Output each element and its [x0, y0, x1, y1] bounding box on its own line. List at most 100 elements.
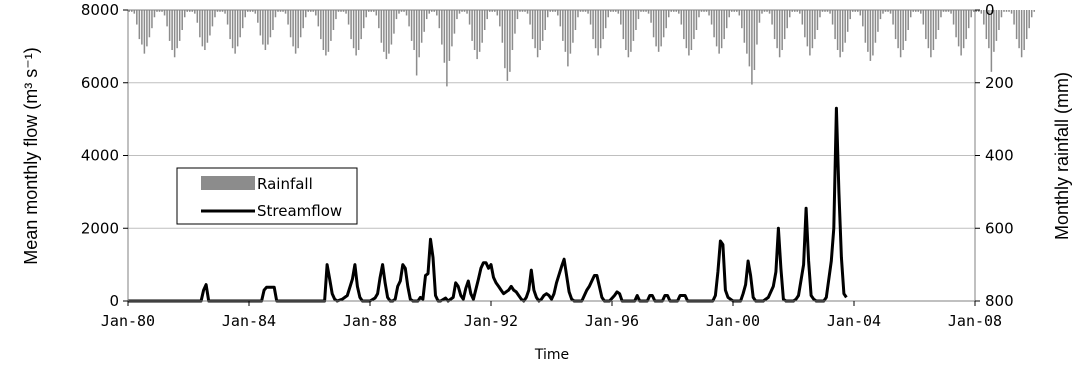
rainfall-bar	[907, 10, 909, 31]
rainfall-bar	[867, 10, 869, 52]
rainfall-bar	[604, 10, 607, 29]
rainfall-bar	[506, 10, 509, 81]
rainfall-bar	[1015, 10, 1018, 40]
rainfall-bar	[277, 10, 279, 12]
rainfall-bar	[791, 10, 793, 12]
y-axis-ticks: 0 2000 4000 6000 8000	[81, 1, 128, 310]
rainfall-bar	[794, 10, 796, 12]
rainfall-bar	[239, 10, 241, 38]
rainfall-bar	[1000, 10, 1003, 18]
rainfall-bar	[572, 10, 574, 43]
rainfall-bar	[761, 10, 763, 14]
y-tick-label: 0	[109, 292, 119, 310]
rainfall-bar	[431, 10, 433, 12]
rainfall-bar	[559, 10, 562, 27]
rainfall-bar	[967, 10, 970, 29]
rainfall-bar	[504, 10, 506, 69]
grid-lines	[128, 9, 975, 302]
rainfall-bar	[355, 10, 357, 56]
rainfall-bar	[708, 10, 710, 16]
rainfall-bar	[915, 10, 917, 12]
rainfall-bar	[673, 10, 675, 12]
rainfall-bar	[234, 10, 236, 54]
rainfall-bar	[748, 10, 751, 67]
rainfall-bar	[536, 10, 539, 58]
rainfall-bar	[730, 10, 733, 12]
rainfall-bar	[526, 10, 529, 14]
rainfall-bar	[287, 10, 289, 25]
rainfall-bar	[970, 10, 972, 18]
rainfall-bar	[766, 10, 768, 12]
rainfall-bar	[796, 10, 799, 12]
rainfall-bar	[577, 10, 579, 18]
rainfall-bar	[872, 10, 874, 56]
rainfall-bar	[408, 10, 410, 27]
rainfall-bar	[788, 10, 791, 18]
rainfall-bar	[257, 10, 259, 23]
y2-axis-ticks: 800 600 400 200 0	[975, 1, 1014, 310]
rainfall-bar	[778, 10, 781, 58]
rainfall-bar	[1030, 10, 1033, 18]
rainfall-bar	[753, 10, 756, 71]
rainfall-bar	[320, 10, 322, 40]
rainfall-bar	[902, 10, 904, 51]
rainfall-bar	[496, 10, 499, 16]
rainfall-bar	[680, 10, 683, 25]
rainfall-bar	[246, 10, 249, 12]
rainfall-bar	[587, 10, 589, 14]
rainfall-bar	[932, 10, 935, 51]
rainfall-bar	[194, 10, 196, 14]
rainfall-bar	[362, 10, 365, 29]
rainfall-bar	[345, 10, 347, 14]
rainfall-bar	[189, 10, 191, 12]
rainfall-bar	[380, 10, 383, 43]
rainfall-bar	[650, 10, 652, 23]
rainfall-bar	[423, 10, 425, 32]
rainfall-bar	[241, 10, 244, 29]
rainfall-bar	[151, 10, 153, 29]
rainfall-bar	[183, 10, 186, 18]
rainfall-bar	[899, 10, 902, 58]
rainfall-bar	[158, 10, 161, 12]
rainfall-bar	[718, 10, 720, 54]
rainfall-bar	[738, 10, 741, 16]
rainfall-bar	[620, 10, 622, 25]
rainfall-bar	[695, 10, 698, 31]
rainfall-bar	[524, 10, 526, 12]
rainfall-bar	[725, 10, 728, 29]
rainfall-bar	[534, 10, 536, 49]
rainfall-bar	[839, 10, 841, 58]
rainfall-bar	[211, 10, 214, 27]
rainfall-bar	[337, 10, 340, 12]
legend-swatch-rainfall	[201, 176, 255, 190]
rainfall-bar	[859, 10, 862, 16]
rainfall-bar	[453, 10, 456, 34]
y-tick-label: 8000	[81, 1, 119, 19]
rainfall-bar	[350, 10, 352, 40]
rainfall-bar	[264, 10, 267, 51]
rainfall-bar	[960, 10, 962, 56]
rainfall-bar	[746, 10, 748, 54]
rainfall-bar	[892, 10, 894, 25]
rainfall-bar	[804, 10, 806, 38]
rainfall-bar	[367, 10, 370, 12]
rainfall-bar	[209, 10, 211, 36]
rainfall-bar	[297, 10, 299, 49]
x-tick-label: Jan-00	[706, 312, 760, 330]
rainfall-bar	[562, 10, 564, 41]
rainfall-bar	[990, 10, 993, 72]
rainfall-bar	[756, 10, 758, 45]
rainfall-bar	[700, 10, 703, 12]
rainfall-bar	[930, 10, 932, 58]
rainfall-bar	[771, 10, 773, 25]
rainfall-bar	[466, 10, 468, 14]
rainfall-bar	[478, 10, 481, 52]
rainfall-bar	[486, 10, 488, 20]
rainfall-bar	[541, 10, 544, 41]
rainfall-bar	[201, 10, 204, 47]
rainfall-bar	[874, 10, 877, 43]
rainfall-bar	[841, 10, 844, 52]
rainfall-bar	[529, 10, 531, 25]
rainfall-bar	[917, 10, 920, 12]
rainfall-bar	[995, 10, 998, 41]
